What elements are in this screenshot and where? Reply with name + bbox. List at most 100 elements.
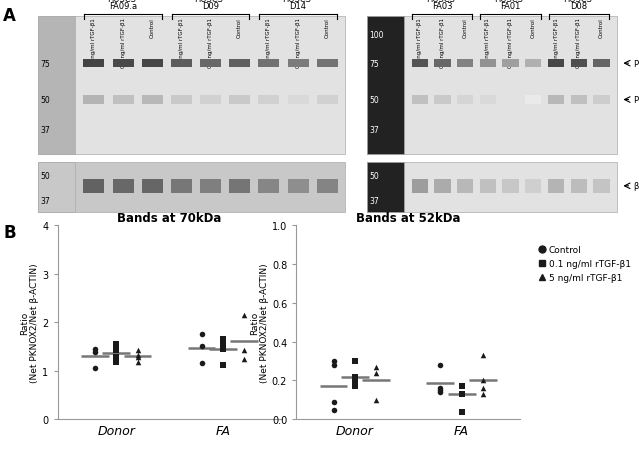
Point [435,362,445,369]
Point [132,359,142,366]
Bar [200,179,221,193]
Text: Control: Control [463,18,468,37]
Text: HUSCS-: HUSCS- [282,0,314,4]
Bar [171,96,192,105]
Bar [367,17,617,154]
Bar [38,162,75,212]
Point [218,345,228,353]
Text: HUSCS-: HUSCS- [563,0,595,4]
Text: 0.1 ng/ml rTGF-β1: 0.1 ng/ml rTGF-β1 [121,18,125,68]
Bar [435,179,450,193]
Point [435,385,445,392]
Bar [593,96,610,105]
Text: Control: Control [150,18,155,37]
Bar [412,96,428,105]
Text: HUSCS-: HUSCS- [426,0,458,4]
Text: A: A [3,7,16,25]
Bar [571,96,587,105]
Point [456,383,466,390]
Point [350,358,360,365]
Text: 5 ng/ml rTGF-β1: 5 ng/ml rTGF-β1 [486,18,490,62]
Bar [229,60,250,68]
Point [328,398,339,405]
Point [132,352,142,359]
Text: HUSCS-: HUSCS- [195,0,226,4]
Bar [412,179,428,193]
Point [132,347,142,354]
Text: D14: D14 [289,2,307,11]
Text: 0.1 ng/ml rTGF-β1: 0.1 ng/ml rTGF-β1 [440,18,445,68]
Bar [548,60,564,68]
Bar [171,179,192,193]
Text: FA03: FA03 [432,2,452,11]
Bar [367,17,404,154]
Title: Bands at 52kDa: Bands at 52kDa [356,212,461,224]
Point [435,389,445,396]
Text: 75: 75 [369,60,379,69]
Bar [317,179,338,193]
Point [371,364,381,371]
Bar [548,179,564,193]
Point [478,352,488,359]
Text: 0.1 ng/ml rTGF-β1: 0.1 ng/ml rTGF-β1 [208,18,213,68]
Point [456,391,466,398]
Bar [83,96,104,105]
Point [218,341,228,348]
Title: Bands at 70kDa: Bands at 70kDa [118,212,222,224]
Bar [435,96,450,105]
Bar [412,60,428,68]
Bar [288,60,309,68]
Bar [200,96,221,105]
Text: FA01: FA01 [500,2,521,11]
Bar [525,179,541,193]
Text: PKNOX2 (52 kDa): PKNOX2 (52 kDa) [634,96,639,105]
Point [350,383,360,390]
Point [132,354,142,361]
Point [196,360,206,367]
Bar [457,96,473,105]
Point [435,387,445,394]
Bar [525,96,541,105]
Bar [142,60,163,68]
Point [478,385,488,392]
Point [478,377,488,384]
Point [456,383,466,390]
Bar [112,179,134,193]
Bar [593,179,610,193]
Text: 50: 50 [40,96,50,105]
Bar [480,96,496,105]
Bar [457,179,473,193]
Point [328,406,339,413]
Bar [480,60,496,68]
Bar [288,96,309,105]
Text: FA09.a: FA09.a [109,2,137,11]
Bar [593,60,610,68]
Text: 0.1 ng/ml rTGF-β1: 0.1 ng/ml rTGF-β1 [576,18,581,68]
Point [111,347,121,354]
Point [89,349,100,356]
Bar [502,96,519,105]
Legend: Control, 0.1 ng/ml rTGF-β1, 5 ng/ml rTGF-β1: Control, 0.1 ng/ml rTGF-β1, 5 ng/ml rTGF… [539,245,631,282]
Text: β-ACTIN (45 kDa): β-ACTIN (45 kDa) [634,182,639,191]
Point [196,343,206,350]
Point [328,358,339,365]
Text: Control: Control [599,18,604,37]
Point [89,345,100,353]
Text: 37: 37 [369,126,379,135]
Bar [435,60,450,68]
Bar [571,179,587,193]
Text: 5 ng/ml rTGF-β1: 5 ng/ml rTGF-β1 [91,18,96,62]
Bar [367,162,404,212]
Bar [83,60,104,68]
Text: 50: 50 [369,171,379,180]
Bar [258,60,279,68]
Text: 5 ng/ml rTGF-β1: 5 ng/ml rTGF-β1 [417,18,422,62]
Bar [548,96,564,105]
Bar [229,96,250,105]
Point [111,359,121,366]
Bar [38,17,75,154]
Point [371,369,381,377]
Bar [171,60,192,68]
Bar [480,179,496,193]
Bar [525,60,541,68]
